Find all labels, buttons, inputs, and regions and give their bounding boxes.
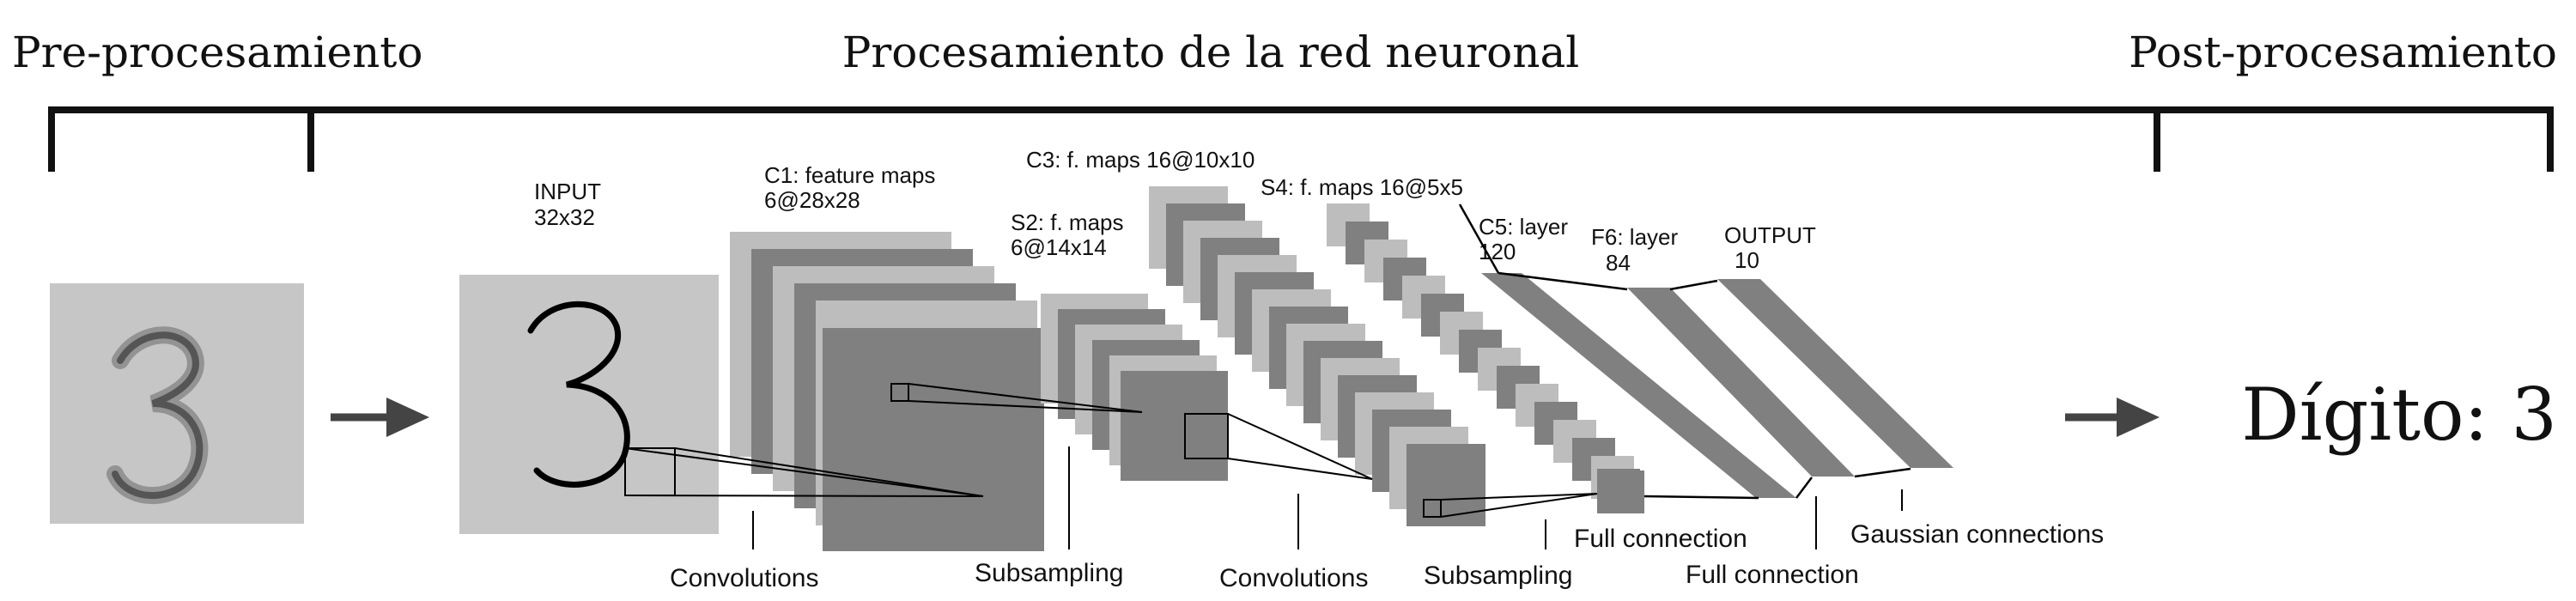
stage-title-post: Post-procesamiento (2129, 27, 2557, 77)
raw-digit-image (50, 283, 304, 524)
c1-feature-map-stack (730, 232, 1044, 551)
c3-label: C3: f. maps 16@10x10 (1026, 147, 1255, 173)
operation-label-subsampling-2: Subsampling (1424, 562, 1572, 590)
input-label-size: 32x32 (534, 204, 595, 230)
dense-connection-lines (1458, 203, 1911, 500)
operation-tick-marks (752, 446, 1903, 549)
receptive-field-projections (624, 383, 1598, 518)
s4-label: S4: f. maps 16@5x5 (1261, 174, 1463, 200)
f6-label-size: 84 (1606, 250, 1631, 276)
stage-title-pre: Pre-procesamiento (12, 27, 423, 77)
output-layer-bar (1717, 279, 1953, 468)
operation-label-full-connection-1: Full connection (1574, 525, 1747, 553)
operation-label-convolutions-1: Convolutions (670, 564, 818, 592)
s2-feature-map-stack (1041, 294, 1228, 481)
operation-label-subsampling-1: Subsampling (975, 559, 1123, 587)
c5-label-title: C5: layer (1479, 214, 1568, 240)
right-arrow-icon (2065, 398, 2160, 437)
operation-label-full-connection-2: Full connection (1686, 561, 1859, 589)
c5-layer-bar (1481, 273, 1796, 498)
input-label-title: INPUT (534, 179, 601, 204)
f6-layer-bar (1627, 288, 1855, 477)
output-label-title: OUTPUT (1724, 222, 1816, 248)
stage-bracket (48, 106, 2554, 172)
c1-label-title: C1: feature maps (764, 162, 935, 188)
c5-label-size: 120 (1479, 239, 1516, 264)
s2-label-size: 6@14x14 (1011, 234, 1107, 260)
c5-input-map (1597, 470, 1644, 513)
operation-label-convolutions-2: Convolutions (1219, 564, 1368, 592)
output-label-size: 10 (1735, 247, 1759, 273)
c1-label-size: 6@28x28 (764, 187, 860, 213)
f6-label-title: F6: layer (1591, 224, 1678, 250)
result-digit-text: Dígito: 3 (2241, 373, 2557, 457)
operation-label-gaussian-connections: Gaussian connections (1850, 520, 2104, 549)
right-arrow-icon (331, 398, 429, 437)
s2-label-title: S2: f. maps (1011, 209, 1124, 235)
c3-feature-map-stack (1149, 186, 1485, 526)
stage-title-network: Procesamiento de la red neuronal (842, 27, 1580, 77)
